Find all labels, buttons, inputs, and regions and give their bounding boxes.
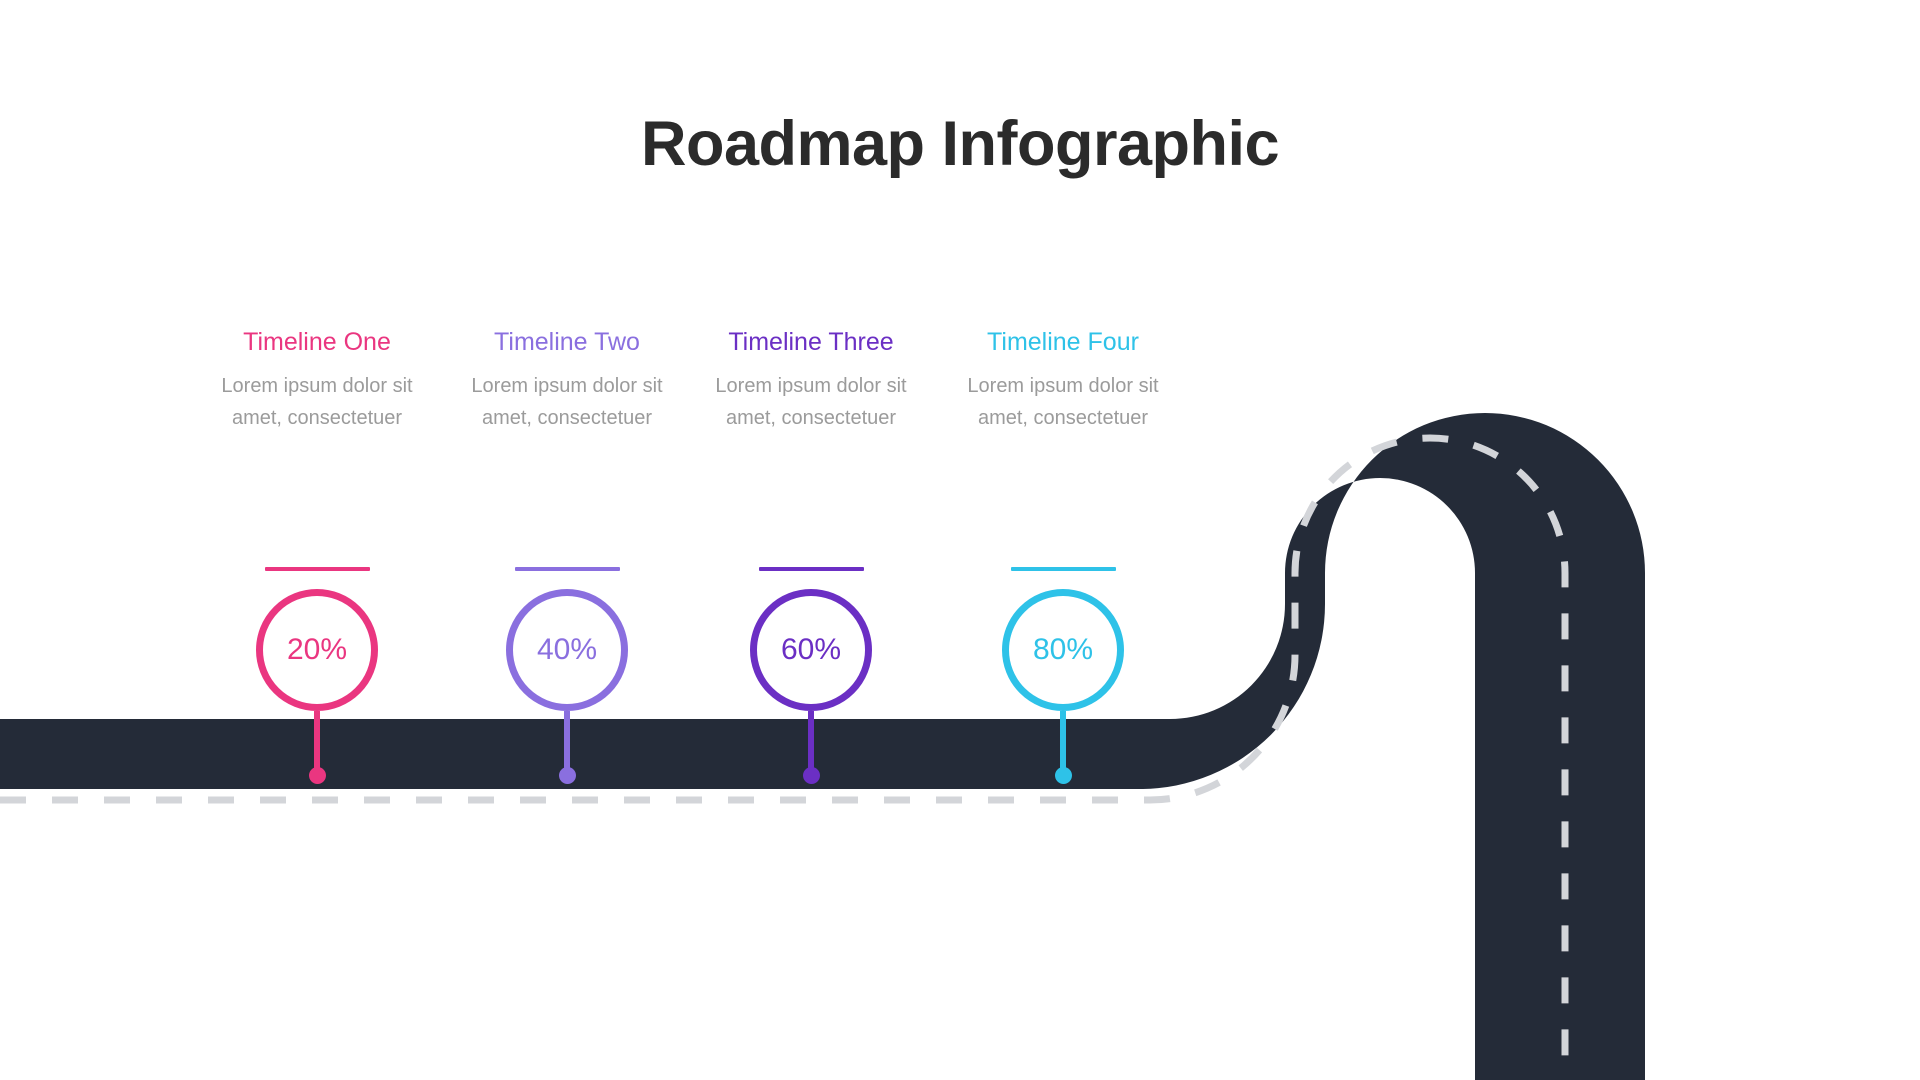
timeline-marker-one[interactable]: 20% (212, 567, 422, 784)
timeline-column-two: Timeline Two Lorem ipsum dolor sit amet,… (462, 326, 672, 434)
timeline-tick-three (758, 567, 864, 571)
timeline-column-three: Timeline Three Lorem ipsum dolor sit ame… (706, 326, 916, 434)
percent-circle-two[interactable]: 40% (506, 589, 628, 711)
connector-stem-four (1060, 711, 1066, 775)
road-center-dashes (0, 434, 1569, 1080)
connector-stem-two (564, 711, 570, 775)
percent-label-two: 40% (536, 633, 598, 666)
page-title: Roadmap Infographic (640, 109, 1280, 179)
percent-circle-three[interactable]: 60% (750, 589, 872, 711)
timeline-description-one: Lorem ipsum dolor sit amet, consectetuer (221, 375, 413, 429)
timeline-marker-four[interactable]: 80% (958, 567, 1168, 784)
percent-label-one: 20% (286, 633, 348, 666)
timeline-title-one: Timeline One (243, 328, 391, 356)
timeline-marker-three[interactable]: 60% (706, 567, 916, 784)
timeline-column-four: Timeline Four Lorem ipsum dolor sit amet… (958, 326, 1168, 434)
timeline-tick-four (1010, 567, 1116, 571)
road-dot-two (558, 767, 576, 784)
percent-circle-four[interactable]: 80% (1002, 589, 1124, 711)
connector-stem-one (314, 711, 320, 775)
road-dot-four (1054, 767, 1072, 784)
timeline-tick-two (514, 567, 620, 571)
timeline-title-three: Timeline Three (728, 328, 894, 356)
timeline-marker-two[interactable]: 40% (462, 567, 672, 784)
timeline-description-two: Lorem ipsum dolor sit amet, consectetuer (471, 375, 663, 429)
timeline-tick-one (264, 567, 370, 571)
timeline-title-four: Timeline Four (987, 328, 1139, 356)
timeline-description-four: Lorem ipsum dolor sit amet, consectetuer (967, 375, 1159, 429)
road-surface (0, 413, 1645, 1080)
timeline-column-one: Timeline One Lorem ipsum dolor sit amet,… (212, 326, 422, 434)
connector-stem-three (808, 711, 814, 775)
percent-circle-one[interactable]: 20% (256, 589, 378, 711)
road-dot-three (802, 767, 820, 784)
timeline-title-two: Timeline Two (494, 328, 640, 356)
timeline-description-three: Lorem ipsum dolor sit amet, consectetuer (715, 375, 907, 429)
road-dot-one (308, 767, 326, 784)
percent-label-four: 80% (1032, 633, 1094, 666)
percent-label-three: 60% (780, 633, 842, 666)
